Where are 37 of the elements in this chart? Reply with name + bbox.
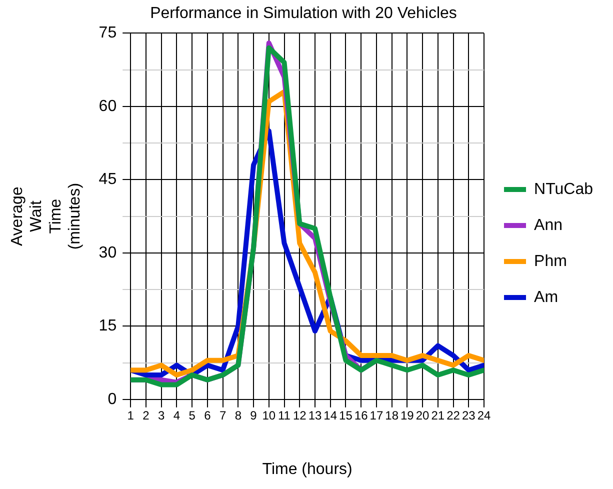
y-tick-label: 0 bbox=[108, 390, 117, 408]
x-tick-label: 11 bbox=[278, 408, 291, 423]
x-tick-label: 7 bbox=[219, 408, 226, 423]
x-tick-label: 23 bbox=[462, 408, 476, 423]
x-axis-title: Time (hours) bbox=[262, 460, 352, 478]
x-tick-label: 20 bbox=[416, 408, 430, 423]
y-axis-title: Average Wait Time (minutes) bbox=[9, 182, 84, 250]
x-tick-label: 5 bbox=[188, 408, 196, 423]
x-tick-label: 16 bbox=[354, 408, 368, 423]
chart-title: Performance in Simulation with 20 Vehicles bbox=[150, 5, 457, 22]
x-tick-label: 17 bbox=[370, 408, 384, 423]
x-tick-label: 24 bbox=[477, 408, 492, 423]
legend-label: Ann bbox=[534, 216, 562, 234]
y-tick-label: 15 bbox=[98, 318, 117, 335]
y-tick-label: 75 bbox=[98, 24, 117, 42]
x-tick-label: 4 bbox=[173, 408, 180, 423]
x-tick-label: 1 bbox=[127, 408, 134, 423]
x-tick-label: 21 bbox=[431, 408, 445, 423]
x-tick-label: 6 bbox=[204, 408, 212, 423]
legend-label: NTuCab bbox=[534, 180, 594, 198]
x-tick-label: 19 bbox=[400, 408, 414, 423]
legend-label: Phm bbox=[534, 252, 567, 270]
x-tick-label: 2 bbox=[142, 408, 150, 423]
x-tick-label: 22 bbox=[446, 408, 460, 423]
x-tick-label: 13 bbox=[308, 408, 322, 423]
y-tick-label: 45 bbox=[98, 171, 117, 188]
x-tick-label: 18 bbox=[385, 408, 399, 423]
y-tick-label: 60 bbox=[98, 98, 117, 115]
x-tick-label: 12 bbox=[292, 408, 307, 423]
x-tick-label: 3 bbox=[158, 408, 165, 423]
legend-label: Am bbox=[534, 288, 558, 306]
x-tick-label: 9 bbox=[250, 408, 258, 423]
x-tick-label: 14 bbox=[324, 408, 338, 423]
y-tick-label: 30 bbox=[98, 244, 117, 262]
x-tick-label: 8 bbox=[234, 408, 242, 423]
x-tick-label: 15 bbox=[339, 408, 353, 423]
x-tick-label: 10 bbox=[262, 408, 276, 423]
